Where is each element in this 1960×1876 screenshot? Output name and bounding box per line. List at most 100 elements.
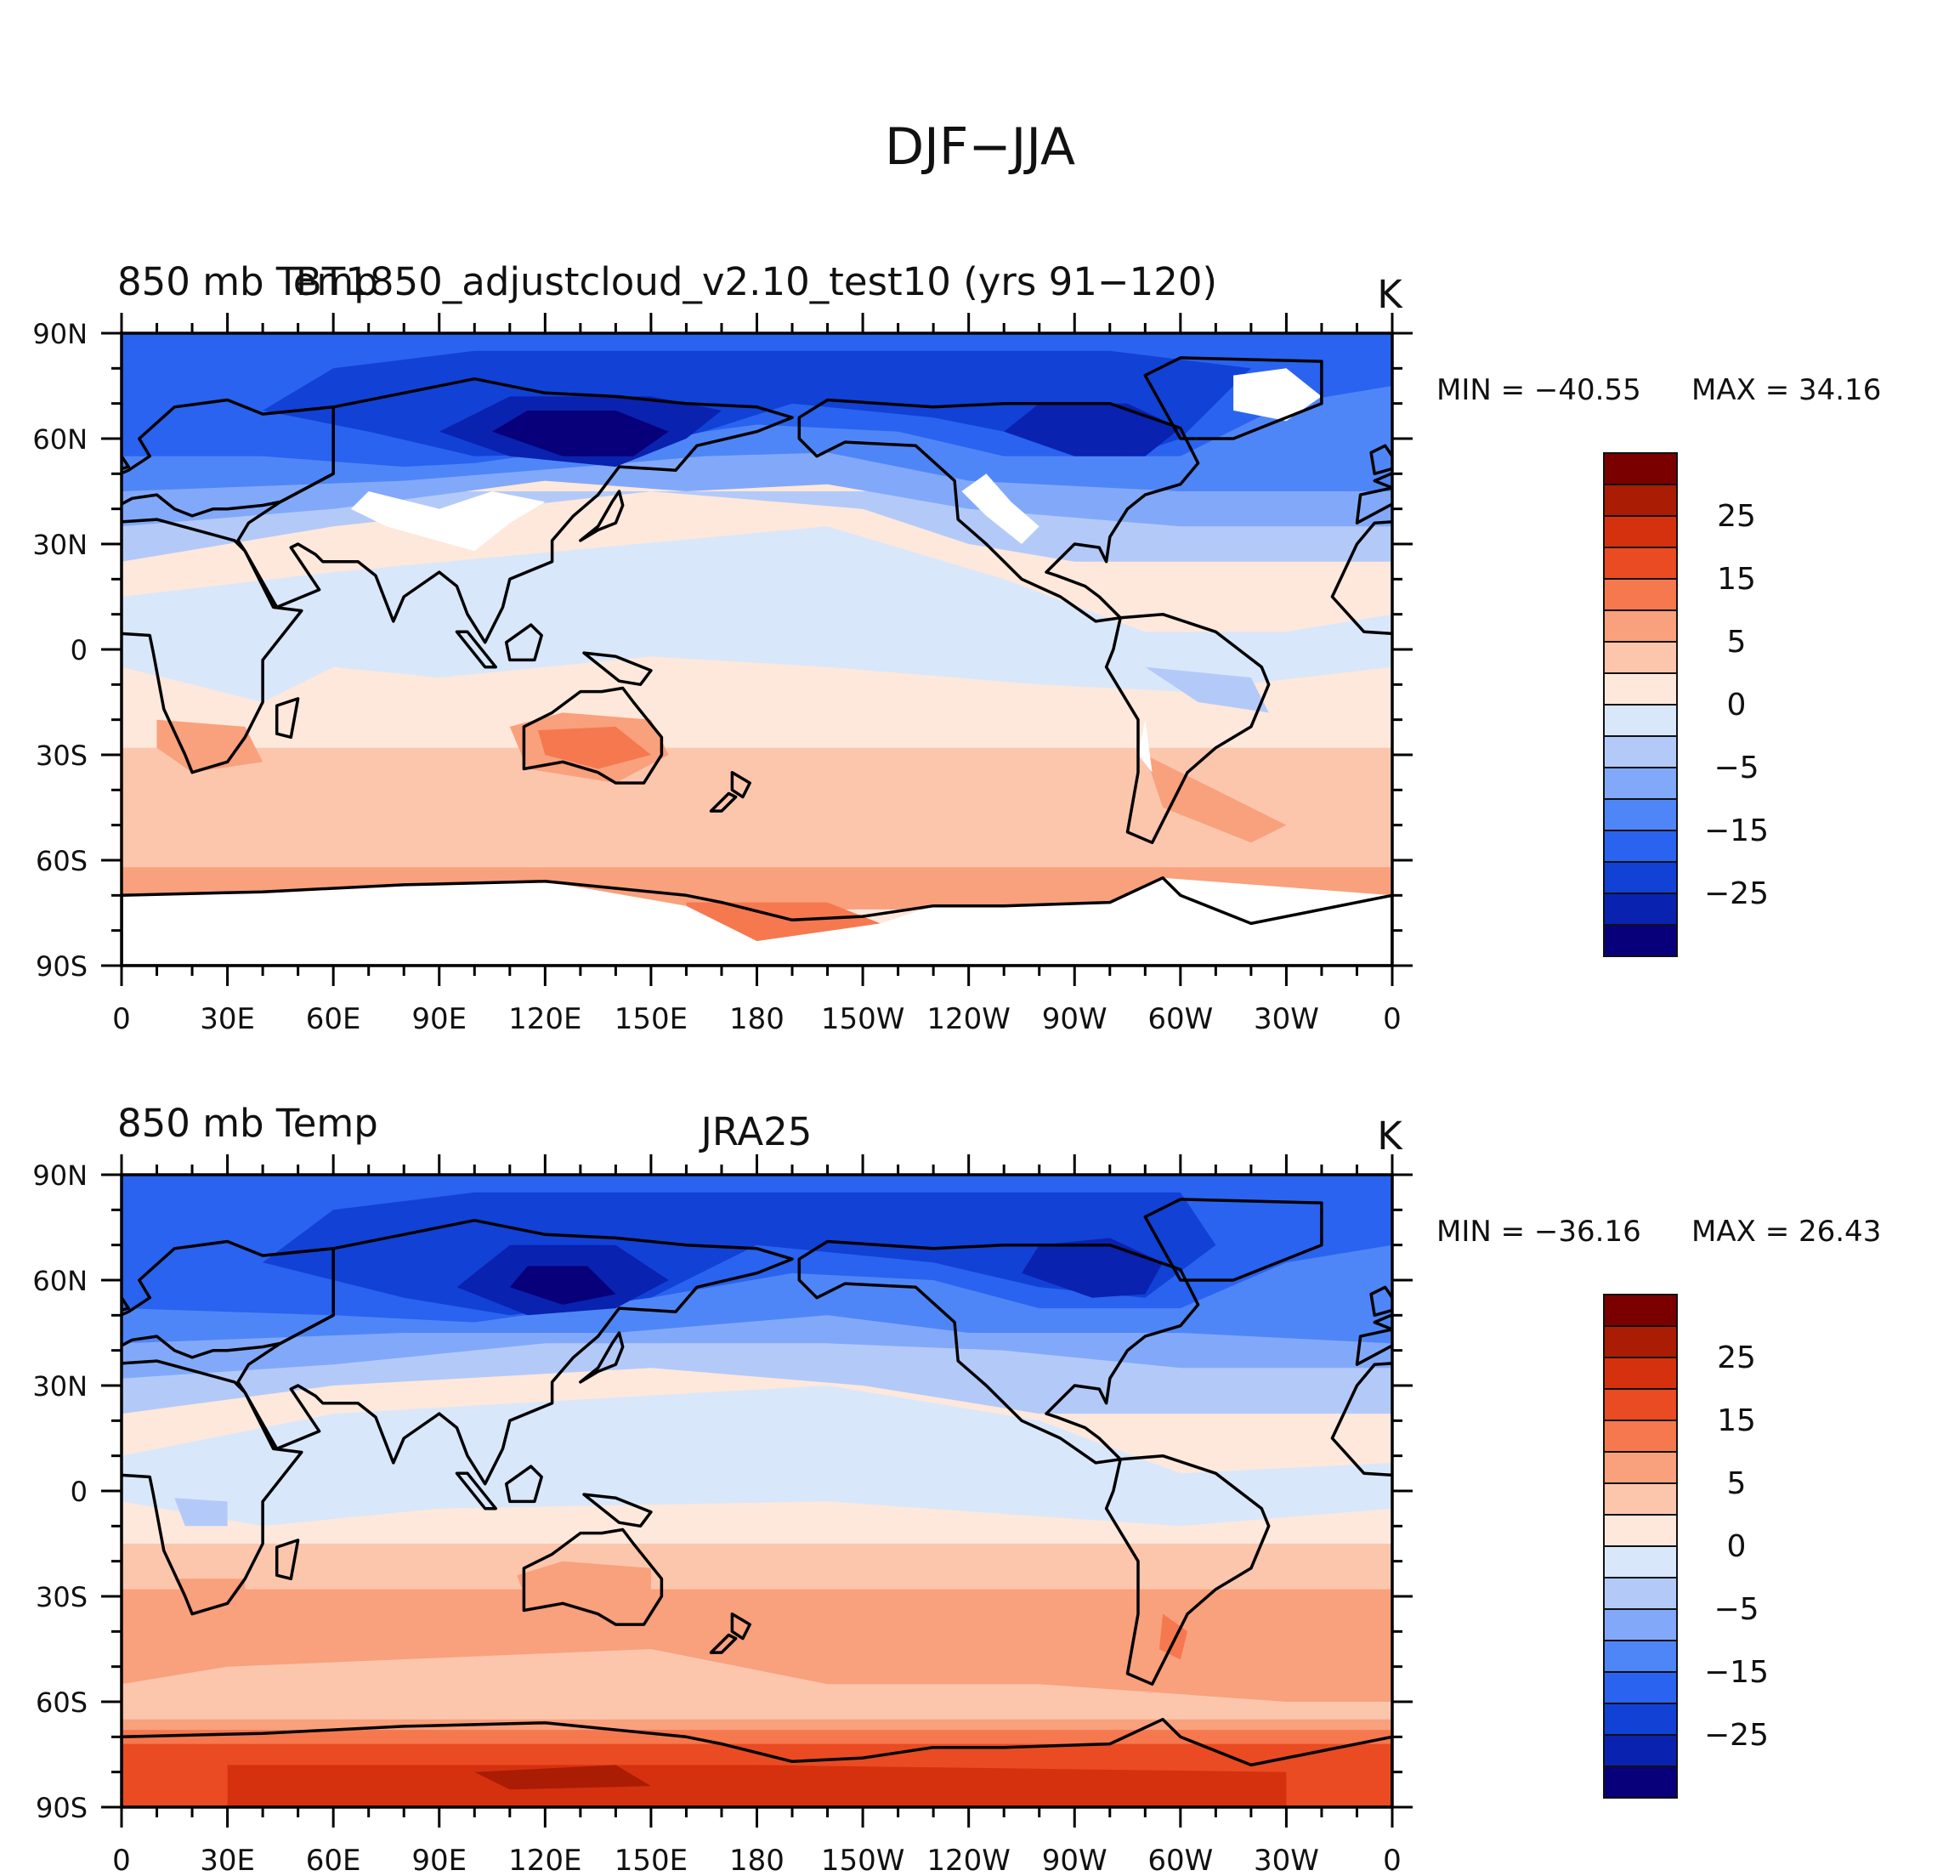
missing-region-22 [1233, 368, 1322, 422]
coastline-new-zealand-n [730, 1612, 751, 1641]
temperature-field [122, 333, 1392, 966]
x-tick-label: 120E [508, 1002, 581, 1036]
y-tick-label: 60N [32, 423, 88, 456]
contour-level-15 [509, 1266, 616, 1305]
coastline-europe [1355, 471, 1392, 524]
y-tick-label: 60S [36, 845, 88, 877]
coastline-sumatra [455, 1471, 497, 1510]
colorbar-box [1603, 452, 1678, 485]
contour-level-8 [122, 1386, 1392, 1527]
x-tick-label: 60W [1147, 1002, 1213, 1036]
x-tick-label: 30E [200, 1002, 255, 1036]
colorbar-box [1603, 893, 1678, 926]
colorbar-label: 5 [1727, 625, 1747, 660]
coastline-africa [122, 1359, 303, 1616]
y-tick-label: 30N [32, 529, 88, 561]
colorbar-box [1603, 1357, 1678, 1390]
x-tick-label: 90W [1042, 1002, 1107, 1036]
colorbar-box [1603, 861, 1678, 894]
colorbar-box [1603, 1671, 1678, 1704]
coastline-japan [579, 1331, 625, 1384]
coastline-south-america [1104, 612, 1271, 845]
coastline-north-america [797, 1239, 1200, 1465]
colorbar-box [1603, 609, 1678, 643]
y-tick-label: 30N [32, 1370, 88, 1403]
coastline-new-guinea [1855, 653, 1922, 684]
x-tick-label: 30W [1254, 1844, 1319, 1873]
y-tick-label: 90N [32, 1159, 88, 1192]
contour-level-16 [1145, 666, 1269, 713]
contour-level-3 [122, 1649, 1392, 1720]
colorbar-label: −5 [1714, 1592, 1759, 1627]
coastline-borneo [1777, 1466, 1813, 1501]
colorbar-box [1603, 1451, 1678, 1484]
x-tick-label: 30W [1254, 1002, 1319, 1036]
x-tick-label: 180 [729, 1002, 785, 1036]
colorbar-label: −15 [1704, 1655, 1769, 1690]
colorbar-box [1603, 798, 1678, 831]
colorbar-box [1603, 1388, 1678, 1421]
coastline-asia [236, 1218, 794, 1486]
y-tick-label: 90S [36, 950, 88, 983]
missing-region-19 [122, 877, 1392, 966]
colorbar-label: 0 [1727, 1529, 1747, 1564]
panel-left-title: 850 mb Temp [117, 1101, 378, 1146]
coastline-borneo [504, 623, 543, 662]
x-tick-label: 120W [926, 1002, 1011, 1036]
x-tick-label: 120W [926, 1844, 1011, 1873]
colorbar-label: 0 [1727, 688, 1747, 723]
coastline-australia [1794, 1530, 1932, 1625]
figure-title: DJF−JJA [885, 117, 1075, 177]
x-tick-label: 150E [615, 1002, 688, 1036]
colorbar: 25 15 5 0 −5 −15 −25 [1603, 452, 1769, 957]
x-tick-label: 60E [306, 1844, 361, 1873]
colorbar-box [1603, 1545, 1678, 1578]
x-tick-label: 30E [200, 1844, 255, 1873]
coastline-antarctica [122, 876, 1392, 966]
panel-max-label: MAX = 34.16 [1691, 373, 1881, 407]
colorbar-box [1603, 641, 1678, 674]
coastline-sumatra [455, 630, 497, 669]
contour-level-9 [122, 1343, 1392, 1414]
contour-level-1 [122, 747, 1392, 896]
coastline-asia [236, 377, 794, 644]
missing-region-20 [350, 491, 546, 552]
coastline-madagascar [275, 1539, 300, 1581]
colorbar-box [1603, 1703, 1678, 1736]
colorbar-box [1603, 1640, 1678, 1673]
coastline-new-guinea [582, 651, 653, 687]
colorbar-label: 15 [1717, 1403, 1756, 1438]
colorbar-box [1603, 1482, 1678, 1516]
contour-level-11 [1004, 403, 1181, 456]
coastline-greenland [1143, 356, 1323, 440]
x-tick-label: 90E [411, 1002, 467, 1036]
x-tick-label: 150E [615, 1844, 688, 1873]
missing-region-21 [961, 473, 1039, 544]
panel-max-label: MAX = 26.43 [1691, 1215, 1881, 1249]
contour-level-3 [122, 526, 1392, 702]
panel-min-label: MIN = −36.16 [1436, 1215, 1641, 1249]
colorbar-box [1603, 1420, 1678, 1453]
panel-left-title: 850 mb Temp [117, 259, 378, 304]
panel-center-title: BT1850_adjustcloud_v2.10_test10 (yrs 91−… [296, 259, 1217, 304]
colorbar-box [1603, 704, 1678, 737]
colorbar-box [1603, 578, 1678, 611]
coastline-new-guinea [582, 1493, 653, 1528]
coastline-new-guinea [1855, 1494, 1922, 1526]
x-tick-label: 60W [1147, 1844, 1213, 1873]
colorbar-box [1603, 1577, 1678, 1610]
y-tick-label: 90S [36, 1792, 88, 1824]
y-tick-label: 0 [71, 634, 88, 666]
colorbar-box [1603, 830, 1678, 863]
x-tick-label: 0 [1383, 1002, 1402, 1036]
colorbar: 25 15 5 0 −5 −15 −25 [1603, 1294, 1769, 1799]
coastline-new-zealand-s [709, 1633, 738, 1654]
colorbar-label: 5 [1727, 1466, 1747, 1501]
colorbar-box [1603, 767, 1678, 800]
missing-region-23 [1138, 719, 1153, 773]
coastline-australia [1794, 689, 1932, 784]
x-tick-label: 90E [411, 1844, 467, 1873]
x-tick-label: 0 [112, 1844, 131, 1873]
coastline-europe [1355, 1312, 1392, 1366]
